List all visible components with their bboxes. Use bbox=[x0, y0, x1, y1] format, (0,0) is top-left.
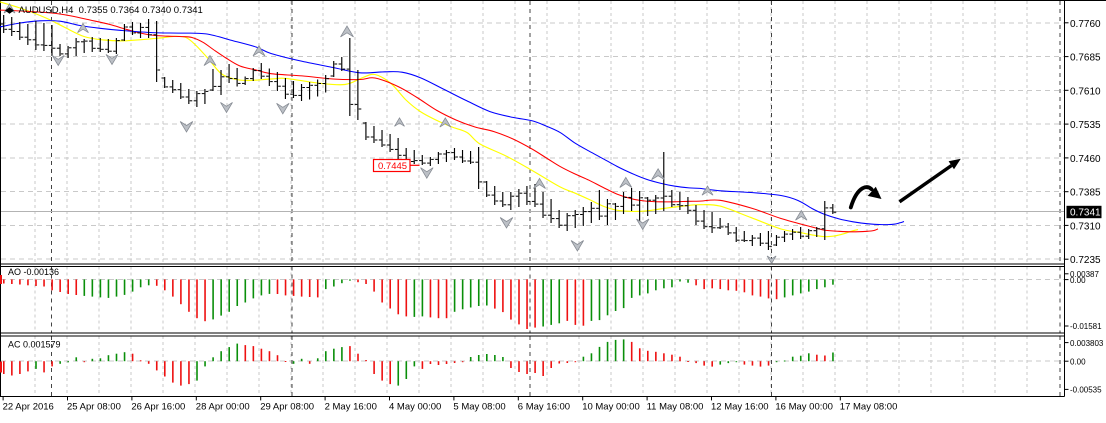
svg-text:0.7385: 0.7385 bbox=[1070, 188, 1101, 199]
svg-text:16 May 00:00: 16 May 00:00 bbox=[775, 402, 833, 413]
svg-text:25 Apr 08:00: 25 Apr 08:00 bbox=[67, 402, 121, 413]
svg-text:4 May 00:00: 4 May 00:00 bbox=[389, 402, 441, 413]
svg-text:AO -0.00136: AO -0.00136 bbox=[8, 267, 59, 277]
svg-text:5 May 08:00: 5 May 08:00 bbox=[453, 402, 505, 413]
svg-text:0.7235: 0.7235 bbox=[1070, 255, 1101, 266]
svg-text:10 May 00:00: 10 May 00:00 bbox=[582, 402, 640, 413]
svg-text:0.7310: 0.7310 bbox=[1070, 221, 1101, 232]
svg-text:11 May 08:00: 11 May 08:00 bbox=[647, 402, 704, 413]
svg-text:0.7341: 0.7341 bbox=[1070, 207, 1101, 218]
svg-text:29 Apr 08:00: 29 Apr 08:00 bbox=[260, 402, 314, 413]
svg-text:0.00: 0.00 bbox=[1070, 357, 1086, 366]
svg-text:12 May 16:00: 12 May 16:00 bbox=[711, 402, 769, 413]
svg-text:2 May 16:00: 2 May 16:00 bbox=[325, 402, 377, 413]
svg-text:AC 0.001579: AC 0.001579 bbox=[8, 340, 61, 350]
svg-text:0.00: 0.00 bbox=[1070, 276, 1086, 285]
svg-text:0.7460: 0.7460 bbox=[1070, 154, 1101, 165]
svg-text:0.7445: 0.7445 bbox=[378, 161, 407, 172]
svg-text:17 May 08:00: 17 May 08:00 bbox=[840, 402, 898, 413]
svg-text:26 Apr 16:00: 26 Apr 16:00 bbox=[131, 402, 185, 413]
svg-text:-0.01581: -0.01581 bbox=[1070, 322, 1102, 331]
svg-text:0.7685: 0.7685 bbox=[1070, 53, 1101, 64]
svg-text:0.00387: 0.00387 bbox=[1070, 270, 1099, 279]
svg-text:28 Apr 00:00: 28 Apr 00:00 bbox=[196, 402, 250, 413]
svg-text:22 Apr 2016: 22 Apr 2016 bbox=[3, 402, 54, 413]
svg-text:0.7535: 0.7535 bbox=[1070, 120, 1101, 131]
svg-text:AUDUSD,H4 0.7355 0.7364 0.734: AUDUSD,H4 0.7355 0.7364 0.7340 0.7341 bbox=[19, 5, 203, 16]
svg-text:0.003803: 0.003803 bbox=[1070, 339, 1104, 348]
svg-text:6 May 16:00: 6 May 16:00 bbox=[518, 402, 570, 413]
svg-text:0.7610: 0.7610 bbox=[1070, 86, 1101, 97]
svg-text:-0.00535: -0.00535 bbox=[1070, 386, 1102, 395]
svg-text:0.7760: 0.7760 bbox=[1070, 19, 1101, 30]
